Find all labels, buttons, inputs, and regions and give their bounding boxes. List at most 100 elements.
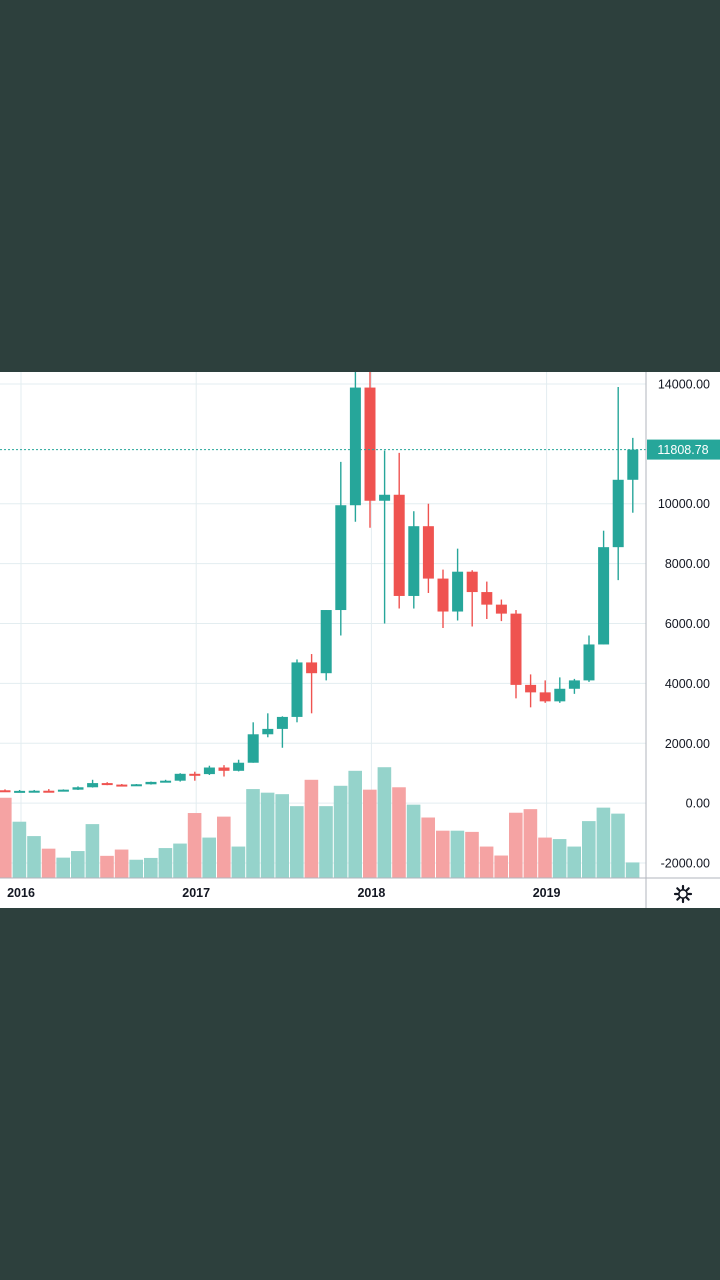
candle-body-12 [174,773,186,781]
volume-bar-21 [304,779,319,878]
candle-body-2 [28,790,40,793]
gear-icon [673,884,693,904]
candle-body-7 [101,783,113,786]
volume-bar-16 [231,846,246,878]
candles [0,372,639,793]
volume-bar-15 [217,816,231,878]
candle-body-21 [306,662,318,674]
volume-bar-22 [319,806,333,878]
candle-body-25 [364,387,376,501]
volume-bar-9 [129,859,143,878]
candle-body-35 [510,613,522,685]
candle-body-11 [160,780,172,783]
candle-body-20 [291,662,303,717]
candle-body-1 [14,790,26,793]
volume-bar-20 [290,806,304,878]
volume-bar-35 [509,812,523,878]
last-price-label: 11808.78 [647,439,720,460]
volume-bar-4 [56,857,70,878]
price-tick-1: 10000.00 [658,497,710,511]
candlestick-chart[interactable]: 14000.00 10000.00 8000.00 6000.00 4000.00 200… [0,372,720,908]
volume-bars [0,767,640,878]
time-axis[interactable]: 2016 2017 2018 2019 [7,886,560,900]
volume-bar-41 [596,807,611,878]
time-tick-2: 2018 [357,886,385,900]
candle-body-9 [130,784,142,787]
candle-body-18 [262,728,274,735]
volume-bar-8 [114,849,129,878]
price-tick-2: 8000.00 [665,557,710,571]
volume-bar-24 [348,770,362,878]
volume-bar-43 [625,862,640,878]
candle-body-38 [554,688,566,702]
time-tick-1: 2017 [182,886,210,900]
candle-body-13 [189,773,201,776]
candle-body-37 [539,692,551,702]
time-tick-3: 2019 [533,886,561,900]
volume-bar-18 [260,792,275,878]
volume-bar-11 [158,848,173,878]
candle-body-0 [0,790,11,793]
price-axis-ticks: 14000.00 10000.00 8000.00 6000.00 4000.00 200… [658,377,710,870]
chart-panel[interactable]: 14000.00 10000.00 8000.00 6000.00 4000.00 200… [0,372,720,908]
volume-bar-36 [523,809,538,878]
volume-bar-23 [333,785,348,878]
last-price-value: 11808.78 [657,443,708,457]
candle-body-29 [422,526,434,579]
candle-body-15 [218,767,230,771]
volume-bar-42 [611,813,625,878]
candle-body-23 [335,505,347,611]
candle-body-28 [408,526,420,596]
volume-bar-25 [363,789,377,878]
volume-bar-7 [100,855,114,878]
volume-bar-37 [538,837,552,878]
candle-body-30 [437,578,449,612]
price-tick-3: 6000.00 [665,617,710,631]
volume-bar-6 [85,824,100,878]
volume-bar-10 [144,857,158,878]
candle-body-42 [612,479,624,548]
candle-body-43 [627,449,639,480]
price-tick-6: 0.00 [686,797,710,811]
candle-body-24 [349,387,361,506]
volume-bar-32 [465,831,479,878]
price-tick-7: -2000.00 [661,857,710,871]
volume-bar-19 [275,794,289,878]
settings-button[interactable] [673,884,693,904]
volume-bar-30 [436,830,450,878]
gear-tooth-7 [685,887,690,892]
volume-bar-0 [0,797,12,878]
volume-bar-31 [450,830,465,878]
candle-body-41 [598,547,610,645]
volume-bar-17 [246,789,260,878]
price-tick-4: 4000.00 [665,677,710,691]
volume-bar-26 [377,767,392,878]
volume-bar-33 [479,846,494,878]
volume-bar-13 [187,813,202,878]
price-tick-5: 2000.00 [665,737,710,751]
gear-tooth-5 [676,887,681,892]
volume-bar-28 [406,804,421,878]
candle-body-26 [379,494,391,501]
candle-body-32 [466,571,478,593]
volume-bar-38 [552,839,567,878]
candle-body-8 [116,784,128,787]
candle-body-5 [72,787,84,790]
time-tick-0: 2016 [7,886,35,900]
gear-hub [678,889,688,899]
price-tick-0: 14000.00 [658,377,710,391]
volume-bar-34 [494,855,508,878]
candle-body-3 [43,790,55,793]
gear-tooth-3 [676,896,681,901]
candle-body-31 [452,571,464,612]
candle-body-34 [495,604,507,614]
volume-bar-12 [173,843,187,878]
volume-bar-1 [12,821,27,878]
candle-body-33 [481,592,493,605]
candle-body-40 [583,644,595,681]
volume-bar-14 [202,837,216,878]
gear-tooth-1 [685,896,690,901]
volume-bar-27 [392,787,406,878]
candle-body-17 [247,734,259,763]
candle-body-22 [320,610,332,674]
